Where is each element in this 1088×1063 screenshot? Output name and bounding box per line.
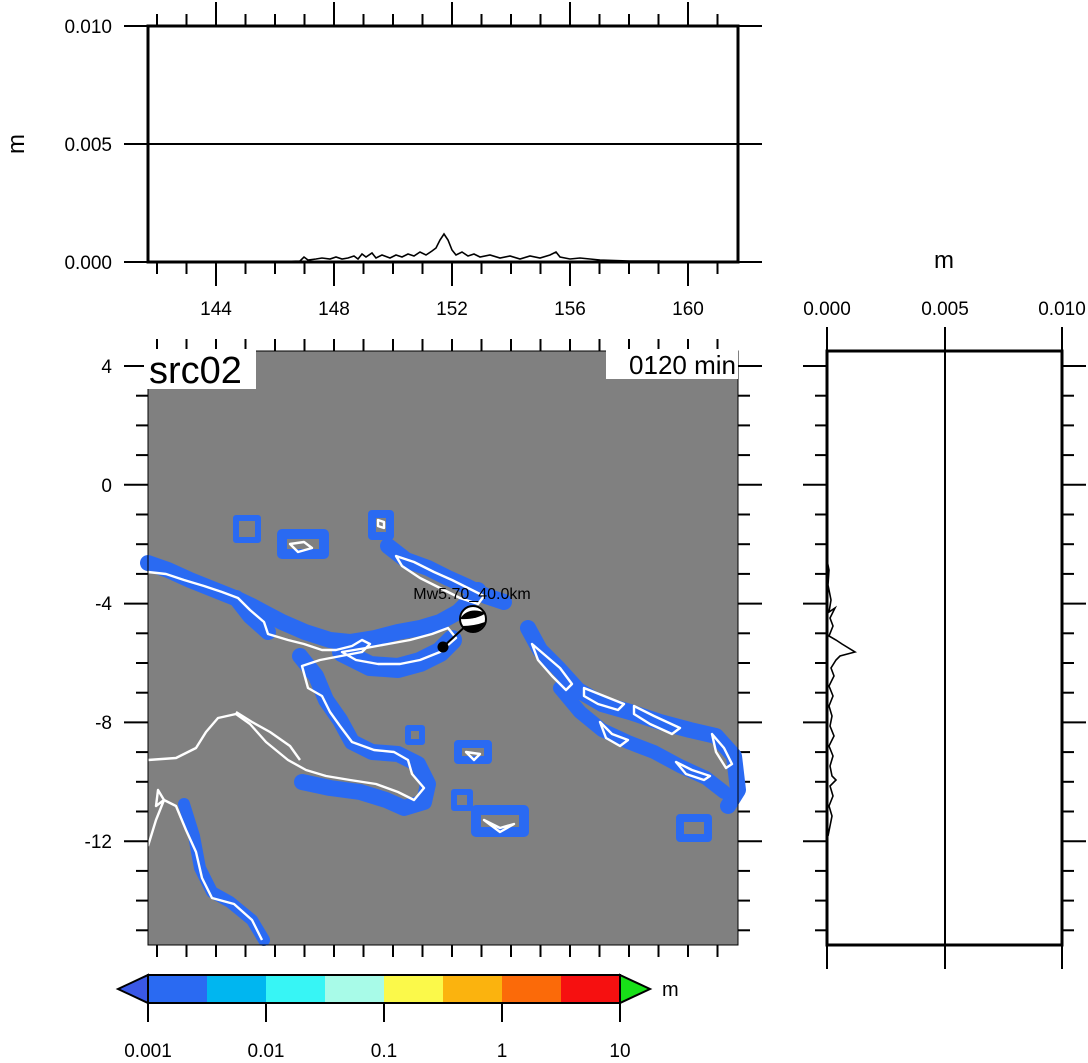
- coastline-bougainville: [530, 642, 574, 692]
- coastline-malaita: [710, 732, 734, 770]
- source-magnitude-label: Mw5.70_40.0km: [413, 586, 530, 603]
- time-label: 0120 min: [629, 350, 736, 380]
- wave-patch: [233, 515, 261, 543]
- coastline-isabel: [632, 704, 682, 736]
- right-profile-panel: m 0.000 0.005 0.010: [803, 247, 1086, 969]
- right-profile-y-ticks: [803, 365, 1086, 932]
- focal-mechanism-beachball: [459, 605, 487, 633]
- wave-patch: [405, 725, 425, 745]
- epicenter-marker: [437, 641, 449, 653]
- coastline-island: [288, 540, 314, 554]
- top-x-tick-label: 152: [436, 299, 468, 320]
- wave-patch: [451, 789, 473, 811]
- right-profile-x-ticks: [826, 327, 1063, 969]
- top-x-tick-label: 144: [200, 299, 232, 320]
- wave-band-new-guinea-north: [228, 590, 276, 640]
- colorbar-segment: [384, 975, 444, 1003]
- wave-patch: [368, 510, 394, 540]
- lat-tick-label: 4: [101, 357, 112, 378]
- colorbar-under-arrow: [115, 973, 149, 1005]
- coastline-choiseul: [582, 686, 626, 712]
- wave-patch: [676, 814, 712, 842]
- coastline-guadalcanal: [674, 760, 712, 782]
- lat-tick-label: -8: [95, 713, 112, 734]
- earthquake-source: Mw5.70_40.0km: [413, 586, 531, 653]
- top-x-tick-label: 148: [318, 299, 350, 320]
- top-profile-y-axis-label: m: [3, 134, 30, 154]
- colorbar-segments: [148, 975, 621, 1003]
- top-y-tick-label: 0.000: [64, 253, 112, 274]
- colorbar-segment: [266, 975, 326, 1003]
- top-y-tick-label: 0.010: [64, 17, 112, 38]
- colorbar-tick-label: 1: [497, 1041, 508, 1062]
- wave-band-gulf-coast: [292, 648, 436, 816]
- colorbar-over-arrow: [619, 973, 653, 1005]
- coastline-queensland: [146, 798, 264, 941]
- top-y-tick-label: 0.005: [64, 135, 112, 156]
- coastline-island: [154, 788, 166, 808]
- top-profile-y-ticks: [124, 25, 762, 263]
- map-panel: Mw5.70_40.0km src02 0120 min 4 0 -4 -8 -…: [85, 339, 762, 957]
- coastline-new-ireland: [394, 554, 486, 606]
- top-x-tick-label: 156: [554, 299, 586, 320]
- lat-tick-label: -4: [95, 594, 112, 615]
- wave-band-solomons-inner: [553, 681, 731, 799]
- coastline-new-guinea: [147, 570, 426, 802]
- right-x-tick-label: 0.010: [1038, 299, 1086, 320]
- colorbar-segment: [207, 975, 267, 1003]
- run-label: src02: [149, 350, 242, 392]
- coastline-new-britain: [340, 626, 458, 666]
- top-x-tick-label: 160: [672, 299, 704, 320]
- right-x-tick-label: 0.000: [803, 299, 851, 320]
- run-label-box: [144, 349, 256, 389]
- coastline-south-coast: [235, 710, 301, 761]
- colorbar-segment: [561, 975, 621, 1003]
- lat-tick-label: 0: [101, 476, 112, 497]
- coastlines: [146, 518, 734, 941]
- colorbar-segment: [325, 975, 385, 1003]
- coastline-island: [376, 518, 386, 530]
- colorbar: 0.001 0.01 0.1 1 10 m: [115, 973, 679, 1062]
- time-label-box: [606, 349, 738, 379]
- right-profile-x-axis-label: m: [934, 247, 954, 274]
- colorbar-segment: [443, 975, 503, 1003]
- map-frame-ticks: [124, 339, 762, 957]
- right-profile-amplitude-trace: [826, 559, 858, 837]
- colorbar-segment: [148, 975, 208, 1003]
- map-frame: [147, 350, 739, 946]
- colorbar-tick-label: 0.01: [248, 1041, 285, 1062]
- colorbar-segment: [502, 975, 562, 1003]
- colorbar-unit-label: m: [662, 979, 679, 1001]
- top-profile-amplitude-trace: [265, 232, 660, 263]
- coastline-island: [464, 750, 482, 762]
- colorbar-tick-label: 0.1: [371, 1041, 397, 1062]
- colorbar-ticks: [147, 1003, 621, 1022]
- top-profile-panel: 0.010 0.005 0.000 m 144 148 152 156 160: [3, 2, 762, 320]
- lat-tick-label: -12: [85, 832, 112, 853]
- colorbar-tick-label: 10: [609, 1041, 630, 1062]
- colorbar-tick-label: 0.001: [124, 1041, 172, 1062]
- coastline-new-georgia: [598, 720, 630, 748]
- coastline-island: [482, 818, 516, 834]
- top-profile-x-ticks: [156, 2, 719, 286]
- right-x-tick-label: 0.005: [921, 299, 969, 320]
- wave-patch: [277, 529, 329, 559]
